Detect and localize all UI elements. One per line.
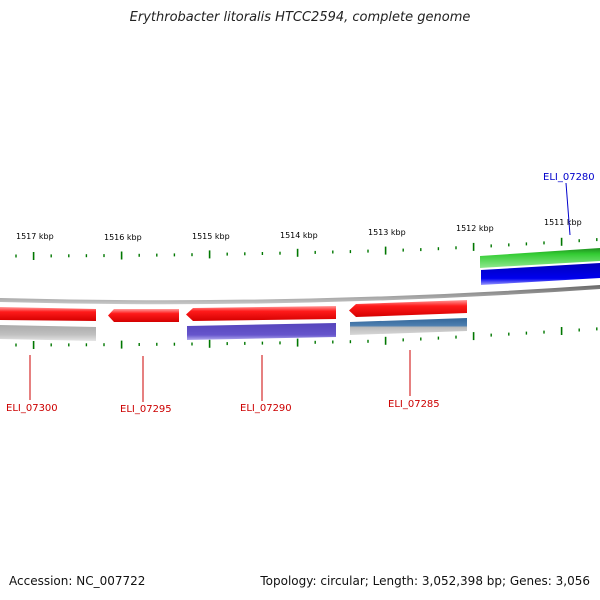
reverse-strand-features [0,300,467,341]
kbp-label: 1517 kbp [16,232,54,241]
gene-feature-steel[interactable] [350,318,467,335]
gene-feature-eli07285[interactable] [349,300,467,317]
kbp-label: 1515 kbp [192,232,230,241]
kbp-label: 1514 kbp [280,231,318,240]
gene-feature-eli07295[interactable] [108,309,179,322]
gene-label-eli07290[interactable]: ELI_07290 [240,403,292,414]
forward-strand-features [480,248,600,285]
gene-labels: ELI_07300 ELI_07295 ELI_07290 ELI_07285 … [6,172,595,415]
gene-feature-eli07280[interactable] [480,248,600,268]
gene-feature-eli07300[interactable] [0,307,96,321]
inner-tick-track [15,327,598,349]
outer-tick-track [15,237,598,260]
kbp-label: 1513 kbp [368,228,406,237]
gene-label-eli07285[interactable]: ELI_07285 [388,399,440,410]
kbp-label: 1511 kbp [544,218,582,227]
label-leaders [29,182,571,402]
gene-label-eli07280[interactable]: ELI_07280 [543,172,595,183]
gene-label-eli07295[interactable]: ELI_07295 [120,404,172,415]
gene-feature-eli07275[interactable] [481,263,600,285]
kbp-label: 1516 kbp [104,233,142,242]
gene-feature-gray-left[interactable] [0,325,96,341]
gene-label-eli07300[interactable]: ELI_07300 [6,403,58,414]
gene-feature-purple[interactable] [187,323,336,340]
genome-backbone [0,285,600,305]
kbp-label: 1512 kbp [456,224,494,233]
kbp-labels: 1517 kbp 1516 kbp 1515 kbp 1514 kbp 1513… [16,218,582,242]
map-title: Erythrobacter litoralis HTCC2594, comple… [129,10,471,25]
topology-text: Topology: circular; Length: 3,052,398 bp… [260,574,590,588]
gene-feature-eli07290[interactable] [186,306,336,321]
accession-text: Accession: NC_007722 [9,574,146,588]
